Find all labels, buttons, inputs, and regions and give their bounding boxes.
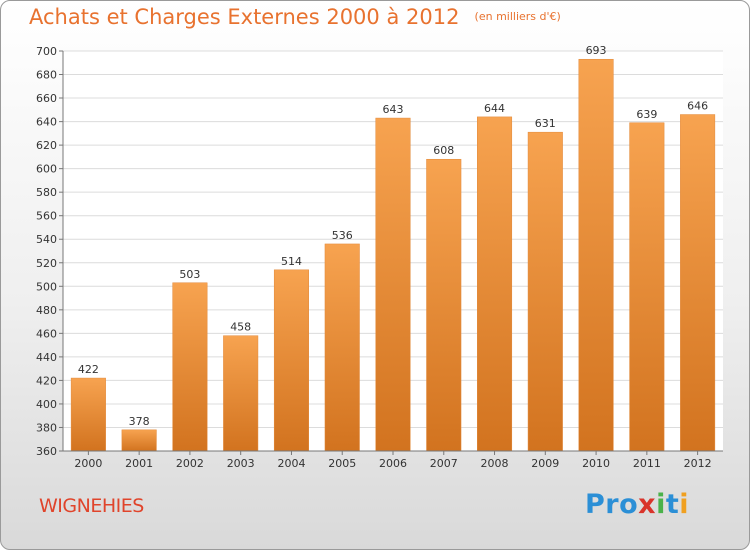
x-tick-label: 2002 bbox=[176, 457, 204, 470]
proxiti-logo: Proxiti bbox=[585, 489, 690, 520]
data-label: 378 bbox=[129, 415, 150, 428]
y-tick-label: 580 bbox=[36, 186, 57, 199]
x-tick-label: 2003 bbox=[227, 457, 255, 470]
x-tick-label: 2007 bbox=[430, 457, 458, 470]
place-name: WIGNEHIES bbox=[39, 495, 144, 517]
x-tick-label: 2005 bbox=[328, 457, 356, 470]
y-tick-label: 460 bbox=[36, 327, 57, 340]
bar-2008 bbox=[477, 116, 513, 452]
x-axis-labels: 2000 2001 2002 2003 2004 2005 2006 2007 2008 2009… bbox=[74, 451, 712, 470]
y-tick-label: 360 bbox=[36, 445, 57, 458]
chart-title: Achats et Charges Externes 2000 à 2012 bbox=[29, 5, 460, 29]
data-label: 693 bbox=[586, 44, 607, 57]
x-tick-label: 2004 bbox=[277, 457, 305, 470]
x-tick-label: 2006 bbox=[379, 457, 407, 470]
y-tick-label: 400 bbox=[36, 398, 57, 411]
data-label: 422 bbox=[78, 363, 99, 376]
x-tick-label: 2001 bbox=[125, 457, 153, 470]
bar-2005 bbox=[324, 243, 360, 452]
y-tick-label: 420 bbox=[36, 374, 57, 387]
y-tick-label: 680 bbox=[36, 69, 57, 82]
x-tick-label: 2008 bbox=[481, 457, 509, 470]
data-label: 631 bbox=[535, 117, 556, 130]
y-tick-label: 600 bbox=[36, 163, 57, 176]
data-label: 646 bbox=[687, 100, 708, 113]
y-tick-label: 660 bbox=[36, 92, 57, 105]
bars: 422 378 503 458 514 536 643 608 644 631 693 639 646 bbox=[70, 44, 716, 452]
x-tick-label: 2000 bbox=[74, 457, 102, 470]
chart-title-block: Achats et Charges Externes 2000 à 2012 (… bbox=[29, 5, 561, 29]
bar-2004 bbox=[273, 269, 309, 452]
y-axis-ticks: 360 380 400 420 440 460 480 500 520 540 560 580 600 6… bbox=[36, 45, 63, 458]
x-tick-label: 2012 bbox=[684, 457, 712, 470]
data-label: 458 bbox=[230, 321, 251, 334]
y-tick-label: 560 bbox=[36, 210, 57, 223]
x-tick-label: 2009 bbox=[531, 457, 559, 470]
bar-2012 bbox=[680, 114, 716, 452]
bar-2007 bbox=[426, 158, 462, 452]
bar-2009 bbox=[527, 131, 563, 452]
y-tick-label: 640 bbox=[36, 116, 57, 129]
data-label: 608 bbox=[433, 144, 454, 157]
y-tick-label: 380 bbox=[36, 421, 57, 434]
x-tick-label: 2010 bbox=[582, 457, 610, 470]
x-tick-label: 2011 bbox=[633, 457, 661, 470]
data-label: 514 bbox=[281, 255, 302, 268]
y-tick-label: 500 bbox=[36, 280, 57, 293]
bar-2002 bbox=[172, 282, 208, 452]
data-label: 643 bbox=[383, 103, 404, 116]
y-tick-label: 540 bbox=[36, 233, 57, 246]
bar-2003 bbox=[223, 335, 259, 452]
y-tick-label: 520 bbox=[36, 257, 57, 270]
y-tick-label: 620 bbox=[36, 139, 57, 152]
bar-2000 bbox=[70, 377, 106, 452]
bar-2010 bbox=[578, 58, 614, 452]
bar-2011 bbox=[629, 122, 665, 452]
y-tick-label: 480 bbox=[36, 304, 57, 317]
y-tick-label: 440 bbox=[36, 351, 57, 364]
data-label: 639 bbox=[636, 108, 657, 121]
data-label: 503 bbox=[179, 268, 200, 281]
chart-subtitle: (en milliers d'€) bbox=[474, 10, 561, 23]
y-tick-label: 700 bbox=[36, 45, 57, 58]
data-label: 644 bbox=[484, 102, 505, 115]
bar-2006 bbox=[375, 117, 411, 452]
bar-2001 bbox=[121, 429, 157, 452]
data-label: 536 bbox=[332, 229, 353, 242]
